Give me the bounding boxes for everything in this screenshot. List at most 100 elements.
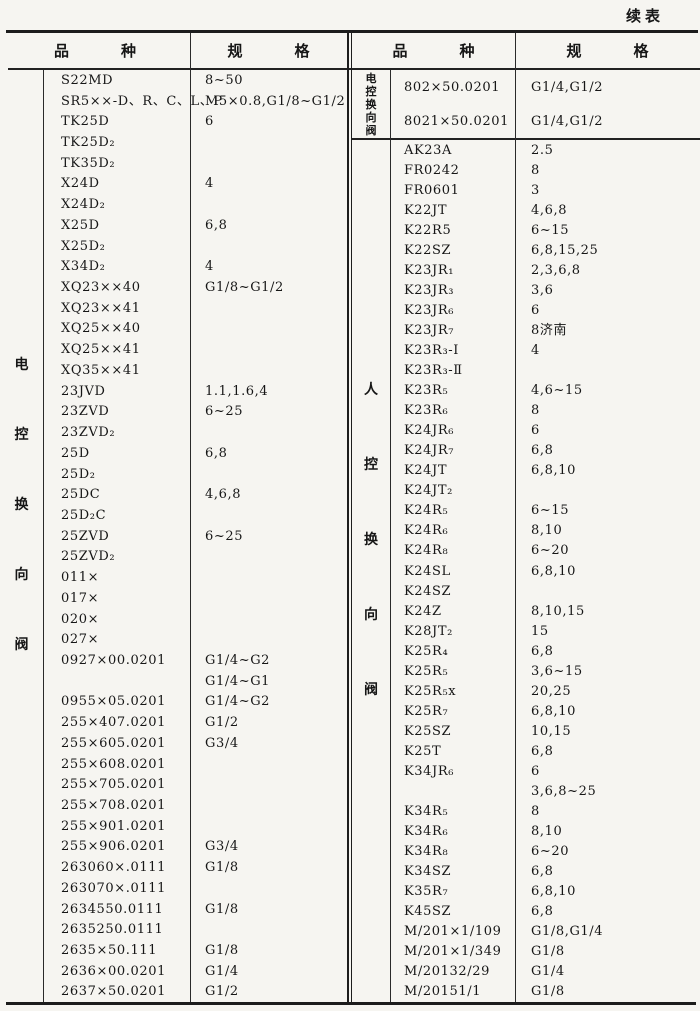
header-variety-char: 种: [121, 42, 137, 60]
product-name: K34R₅: [404, 804, 449, 820]
spec-value: 20,25: [531, 683, 572, 699]
product-name: 255×901.0201: [61, 818, 166, 834]
spec-value: 6~20: [531, 844, 570, 860]
product-name: K25R₇: [404, 703, 449, 719]
table-row: K25R₅x 20,25: [390, 681, 700, 701]
spec-value: 6: [531, 763, 540, 779]
product-name: K24JR₆: [404, 423, 455, 439]
table-row: K34R₅ 8: [390, 802, 700, 822]
spec-value: G1/2: [205, 715, 239, 731]
spec-value: 1.1,1.6,4: [205, 383, 269, 399]
product-name: 255×906.0201: [61, 839, 166, 855]
spec-value: 8: [531, 804, 540, 820]
spec-value: G1/8: [531, 944, 565, 960]
spec-value: 6~25: [205, 528, 244, 544]
spec-value: 6,8,10: [531, 463, 576, 479]
spec-value: 4,6~15: [531, 383, 583, 399]
product-name: M/201×1/349: [404, 944, 502, 960]
spec-value: 6,8: [205, 445, 228, 461]
right-group-divider-rule: [352, 138, 700, 140]
product-name: TK35D₂: [61, 155, 116, 171]
left-table-body: S22MD 8~50 SR5××-D、R、C、L、P M5×0.8,G1/8~G1/2…: [43, 70, 347, 1002]
spec-value: 6,8,10: [531, 884, 576, 900]
product-name: K25R₅: [404, 663, 449, 679]
spec-value: 8,10: [531, 824, 563, 840]
product-name: XQ25××41: [61, 342, 141, 358]
table-row: FR0601 3: [390, 180, 700, 200]
group-label-char: 向: [364, 607, 378, 623]
product-name: 263070×.0111: [61, 880, 166, 896]
product-name: 2636×00.0201: [61, 963, 166, 979]
product-name: XQ23××40: [61, 280, 141, 296]
product-name: 0927×00.0201: [61, 652, 166, 668]
product-name: K28JT₂: [404, 623, 453, 639]
table-row: 802×50.0201 G1/4,G1/2: [390, 70, 700, 104]
product-name: XQ23××41: [61, 300, 141, 316]
table-row: 263060×.0111 G1/8: [43, 857, 347, 878]
table-row: 23JVD 1.1,1.6,4: [43, 381, 347, 402]
table-row: FR0242 8: [390, 160, 700, 180]
product-name: K23R₆: [404, 403, 449, 419]
header-spec-left: 规格: [190, 33, 347, 68]
table-row: 2634550.0111 G1/8: [43, 899, 347, 920]
product-name: 2635250.0111: [61, 922, 164, 938]
spec-value: M5×0.8,G1/8~G1/2: [205, 93, 346, 109]
group-label-char: 电: [365, 71, 377, 85]
product-name: K24R₈: [404, 543, 449, 559]
header-variety-char: 品: [53, 42, 69, 60]
header-variety-char: 品: [392, 42, 408, 60]
product-name: K22JT: [404, 202, 448, 218]
spec-value: 6~15: [531, 503, 570, 519]
table-row: K23R₃-Ⅱ: [390, 361, 700, 381]
product-name: 027×: [61, 632, 100, 648]
table-row: K24JT 6,8,10: [390, 461, 700, 481]
header-variety-left: 品种: [0, 33, 190, 68]
table-row: AK23A 2.5: [390, 140, 700, 160]
table-row: XQ23××41: [43, 298, 347, 319]
table-row: X25D₂: [43, 236, 347, 257]
table-row: 23ZVD 6~25: [43, 402, 347, 423]
spec-value: 6,8,10: [531, 703, 576, 719]
table-row: X24D₂: [43, 194, 347, 215]
product-name: K23JR₆: [404, 302, 455, 318]
spec-value: 4: [531, 342, 540, 358]
table-top-rule: [6, 30, 698, 33]
product-name: 23ZVD: [61, 404, 110, 420]
spec-value: G1/8: [205, 943, 239, 959]
product-name: K34JR₆: [404, 763, 455, 779]
product-name: 255×705.0201: [61, 777, 166, 793]
table-row: 263070×.0111: [43, 878, 347, 899]
group-label-char: 向: [14, 567, 29, 583]
table-row: 255×708.0201: [43, 795, 347, 816]
product-name: 011×: [61, 570, 100, 586]
table-row: K24R₈ 6~20: [390, 541, 700, 561]
table-row: 020×: [43, 609, 347, 630]
group-label-char: 向: [365, 110, 377, 124]
product-name: 017×: [61, 590, 100, 606]
header-spec-char: 规: [227, 42, 243, 60]
product-name: FR0242: [404, 162, 460, 178]
spec-value: G1/4: [205, 963, 239, 979]
table-row: K23R₃-Ⅰ 4: [390, 340, 700, 360]
group-label-electric-control-valve: 电控换向阀: [0, 358, 43, 652]
product-name: K25R₅x: [404, 683, 457, 699]
table-row: K45SZ 6,8: [390, 902, 700, 922]
product-name: XQ35××41: [61, 362, 141, 378]
table-row: K25R₅ 3,6~15: [390, 661, 700, 681]
spec-value: G1/8~G1/2: [205, 280, 284, 296]
header-bottom-rule: [8, 68, 700, 70]
product-name: AK23A: [404, 142, 453, 158]
table-row: K28JT₂ 15: [390, 621, 700, 641]
spec-value: G1/8,G1/4: [531, 924, 604, 940]
left-label-column-rule: [43, 70, 44, 1002]
header-spec-char: 格: [633, 42, 649, 60]
table-row: 0955×05.0201 G1/4~G2: [43, 692, 347, 713]
product-name: K24JT₂: [404, 483, 453, 499]
spec-value: 8: [531, 403, 540, 419]
table-row: XQ35××41: [43, 360, 347, 381]
header-variety-right: 品种: [352, 33, 515, 68]
spec-value: 6~25: [205, 404, 244, 420]
spec-value: G1/2: [205, 984, 239, 1000]
spec-value: 6,8: [531, 904, 554, 920]
